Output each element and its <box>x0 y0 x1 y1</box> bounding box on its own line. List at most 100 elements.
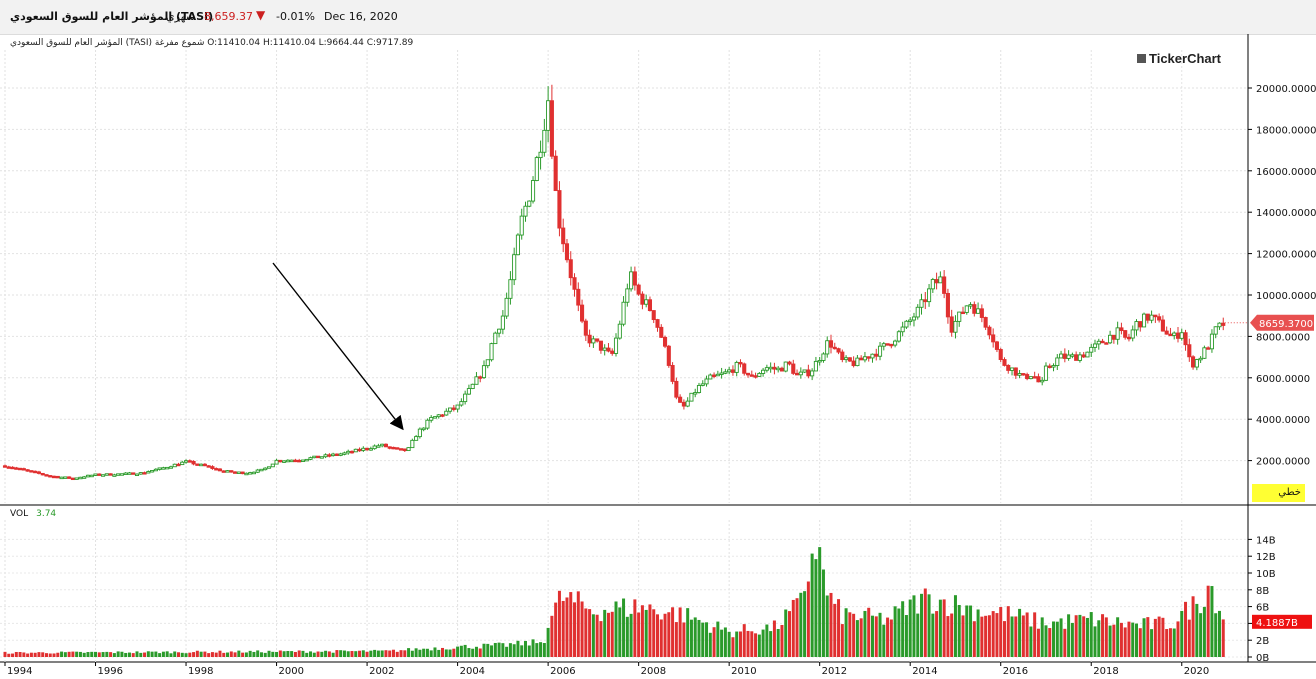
candle-body <box>666 345 671 366</box>
candle-body <box>738 361 743 365</box>
candle-body <box>432 416 438 419</box>
candle-body <box>1179 332 1184 339</box>
candle-body <box>515 234 520 256</box>
volume-bar <box>1108 625 1112 657</box>
candle-body <box>945 292 950 318</box>
volume-bar <box>48 653 52 657</box>
volume-bar <box>94 651 98 657</box>
candle-body <box>448 407 453 412</box>
volume-bar <box>1104 617 1108 657</box>
candle-body <box>429 417 434 421</box>
candle-body <box>210 466 215 469</box>
volume-bar <box>192 652 196 657</box>
time-tick-label: 2020 <box>1184 666 1209 677</box>
candle-body <box>489 343 494 361</box>
volume-bar <box>501 643 505 657</box>
candle-body <box>425 419 430 429</box>
volume-bar <box>999 607 1003 657</box>
price-tick-label: 6000.0000 <box>1256 374 1310 385</box>
volume-bar <box>893 606 897 657</box>
volume-bar <box>576 591 580 657</box>
candle-body <box>51 475 57 479</box>
period-label[interactable]: شهري <box>166 10 195 23</box>
volume-bar <box>1014 616 1018 657</box>
candle-body <box>82 476 87 479</box>
volume-bar <box>644 609 648 657</box>
candle-body <box>180 461 185 466</box>
candle-body <box>715 373 720 377</box>
candle-body <box>119 473 124 476</box>
candle-body <box>417 428 422 438</box>
candle-body <box>1172 332 1177 336</box>
candle-body <box>289 459 294 463</box>
candle-body <box>764 367 769 371</box>
volume-bar <box>1112 624 1116 657</box>
candle-body <box>591 338 596 344</box>
volume-tick-label: 0B <box>1256 653 1269 664</box>
volume-bar <box>101 652 105 657</box>
volume-bar <box>229 651 233 657</box>
volume-bar <box>867 607 871 657</box>
candle-body <box>440 414 445 417</box>
candle-body <box>877 345 883 357</box>
chart-mode-badge[interactable]: خطي <box>1252 484 1305 502</box>
volume-bar <box>946 616 950 657</box>
volume-bar <box>674 622 678 657</box>
candle-body <box>67 476 72 479</box>
volume-bar <box>1036 628 1040 657</box>
candle-body <box>206 465 211 468</box>
volume-bar <box>188 652 192 657</box>
candle-body <box>497 328 502 334</box>
volume-bar <box>821 569 825 657</box>
candle-body <box>847 357 852 362</box>
candle-body <box>753 375 758 378</box>
time-tick-label: 2010 <box>731 666 756 677</box>
volume-bar <box>761 629 765 657</box>
volume-bar <box>557 590 561 657</box>
candle-body <box>391 446 396 450</box>
volume-bar <box>376 650 380 657</box>
volume-bar <box>263 652 267 657</box>
candle-body <box>127 472 132 475</box>
time-tick-label: 1994 <box>7 666 32 677</box>
volume-bar <box>995 613 999 657</box>
instrument-name[interactable]: المؤشر العام للسوق السعودي (TASI) <box>10 10 214 23</box>
volume-bar <box>222 652 226 657</box>
volume-bar <box>1021 615 1025 657</box>
volume-bar <box>1161 617 1165 657</box>
time-tick-label: 1998 <box>188 666 213 677</box>
candle-body <box>436 414 441 418</box>
candle-body <box>674 380 679 398</box>
candle-body <box>63 476 68 479</box>
volume-bar <box>795 598 799 657</box>
time-tick-label: 2016 <box>1003 666 1028 677</box>
volume-bar <box>365 651 369 657</box>
candle-body <box>266 466 272 469</box>
time-tick-label: 2018 <box>1093 666 1118 677</box>
candle-body <box>553 155 558 192</box>
volume-bar <box>90 651 94 657</box>
annotation-arrow[interactable] <box>272 262 404 431</box>
candle-body <box>25 469 30 472</box>
candle-body <box>938 276 943 284</box>
candle-body <box>512 254 517 281</box>
candle-body <box>595 338 600 342</box>
candle-body <box>36 471 41 474</box>
volume-bar <box>1085 617 1089 657</box>
candle-body <box>134 473 140 477</box>
volume-bar <box>791 599 795 657</box>
candle-body <box>14 467 19 470</box>
volume-bar <box>742 624 746 657</box>
candle-body <box>1194 359 1199 368</box>
volume-bar <box>539 642 543 657</box>
volume-bar <box>143 652 147 657</box>
volume-bar <box>1168 628 1172 657</box>
candle-body <box>131 472 136 475</box>
volume-bar <box>1214 613 1218 657</box>
volume-bar <box>1176 621 1180 657</box>
volume-label: VOL 3.74 <box>10 509 56 519</box>
logo-text: TickerChart <box>1149 51 1222 66</box>
candle-body <box>346 450 351 454</box>
candle-body <box>451 407 456 410</box>
